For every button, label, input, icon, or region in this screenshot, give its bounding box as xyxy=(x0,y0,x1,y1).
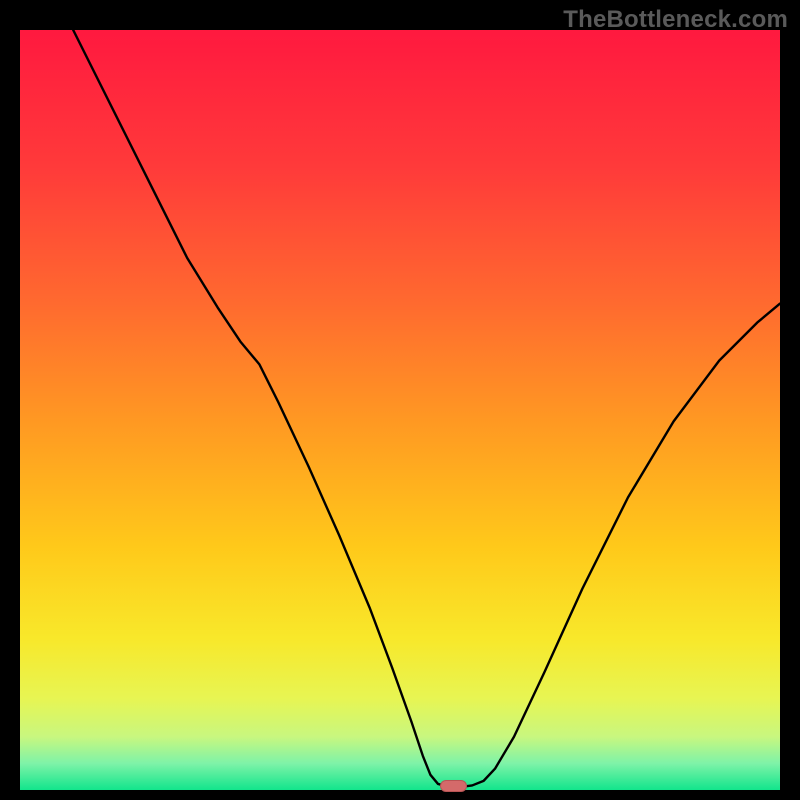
bottleneck-curve xyxy=(20,30,780,790)
curve-path xyxy=(73,30,780,787)
chart-stage: TheBottleneck.com xyxy=(0,0,800,800)
plot-area xyxy=(20,30,780,790)
optimum-marker xyxy=(440,780,467,792)
